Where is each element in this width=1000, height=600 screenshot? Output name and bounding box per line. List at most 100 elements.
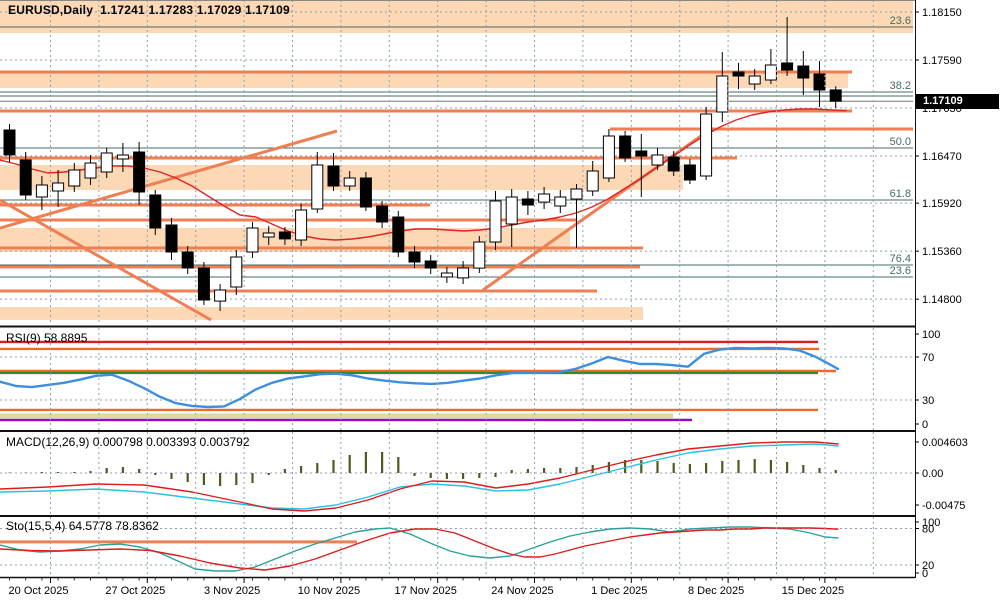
candle: [3, 129, 16, 156]
candle: [473, 241, 486, 269]
svg-text:1.18150: 1.18150: [922, 7, 962, 19]
svg-text:8 Dec 2025: 8 Dec 2025: [688, 585, 744, 597]
candle: [246, 227, 259, 253]
candle: [505, 196, 518, 225]
sr-zone: [0, 165, 683, 190]
candle: [262, 232, 275, 238]
svg-text:3 Nov 2025: 3 Nov 2025: [204, 585, 260, 597]
candle: [149, 194, 162, 229]
candle: [781, 62, 794, 71]
svg-text:10 Nov 2025: 10 Nov 2025: [298, 585, 360, 597]
price-axis-labels: 1.181501.175901.170301.164701.159201.153…: [915, 7, 962, 306]
candle: [359, 177, 372, 208]
candle: [732, 71, 745, 77]
candle: [554, 196, 567, 207]
candle: [457, 267, 470, 279]
candle: [667, 156, 680, 172]
macd-indicator-label: MACD(12,26,9) 0.000798 0.003393 0.003792: [6, 435, 250, 449]
candle: [165, 224, 178, 253]
svg-text:-0.00475: -0.00475: [922, 500, 965, 512]
svg-text:0: 0: [922, 568, 928, 580]
svg-text:27 Oct 2025: 27 Oct 2025: [105, 585, 165, 597]
fib-labels: 23.6: [890, 15, 911, 27]
svg-text:100: 100: [922, 517, 940, 529]
svg-text:17 Nov 2025: 17 Nov 2025: [395, 585, 457, 597]
candle: [797, 65, 810, 79]
candle: [683, 164, 696, 181]
svg-text:0: 0: [922, 419, 928, 431]
candle: [424, 260, 437, 269]
candle: [764, 64, 777, 81]
svg-text:24 Nov 2025: 24 Nov 2025: [491, 585, 553, 597]
candle: [19, 159, 32, 196]
sr-zone: [0, 73, 848, 88]
candle: [586, 170, 599, 192]
candle: [538, 193, 551, 203]
svg-text:76.4: 76.4: [890, 253, 911, 265]
candle: [748, 75, 761, 85]
candle: [116, 154, 129, 160]
macd-panel: [0, 441, 915, 512]
svg-text:70: 70: [922, 352, 934, 364]
candle: [278, 231, 291, 240]
candle: [635, 150, 648, 157]
svg-text:0.00: 0.00: [922, 468, 943, 480]
candle: [327, 165, 340, 187]
svg-text:1.17590: 1.17590: [922, 55, 962, 67]
rsi-panel: [0, 340, 915, 422]
candle: [133, 151, 146, 193]
svg-text:1 Dec 2025: 1 Dec 2025: [591, 585, 647, 597]
trendline: [0, 198, 212, 322]
candle: [813, 73, 826, 91]
svg-text:23.6: 23.6: [890, 265, 911, 277]
svg-text:38.2: 38.2: [890, 80, 911, 92]
candle: [343, 177, 356, 187]
rsi-axis-labels: 100 70 30 0: [915, 329, 940, 431]
candle: [700, 113, 713, 177]
candle: [651, 154, 664, 166]
candle: [408, 251, 421, 263]
svg-text:30: 30: [922, 395, 934, 407]
candle: [570, 188, 583, 200]
fib-labels: 38.2: [890, 80, 911, 92]
time-axis: 20 Oct 2025 27 Oct 2025 3 Nov 2025 10 Nov 2…: [9, 578, 844, 597]
candle: [376, 205, 389, 223]
current-price-tag: 1.17109: [916, 94, 999, 109]
svg-text:50.0: 50.0: [890, 136, 911, 148]
sr-zone: [0, 307, 643, 320]
main-price-panel: [0, 0, 915, 322]
svg-text:1.15920: 1.15920: [922, 198, 962, 210]
candle: [197, 267, 210, 301]
sto-panel: [0, 526, 915, 572]
candle: [181, 251, 194, 269]
rsi-band: [0, 413, 673, 419]
svg-text:20: 20: [922, 560, 934, 572]
fib-labels: 61.8: [890, 188, 911, 200]
candle: [392, 216, 405, 253]
candle: [489, 200, 502, 243]
fib-labels: 23.6: [890, 265, 911, 277]
svg-text:1.14800: 1.14800: [922, 294, 962, 306]
candle: [829, 89, 842, 102]
candle: [602, 135, 615, 179]
candles-layer: [3, 17, 842, 311]
candle: [619, 135, 632, 159]
candle: [35, 184, 48, 198]
candle: [716, 75, 729, 113]
svg-text:1.15360: 1.15360: [922, 246, 962, 258]
fib-labels: 76.4: [890, 253, 911, 265]
candle: [68, 169, 81, 187]
candle: [100, 152, 113, 173]
svg-text:1.16470: 1.16470: [922, 151, 962, 163]
candle: [311, 164, 324, 210]
candle: [214, 289, 227, 302]
symbol-title: EURUSD,Daily 1.17241 1.17283 1.17029 1.1…: [8, 3, 290, 17]
svg-text:0.004603: 0.004603: [922, 437, 968, 449]
svg-text:20 Oct 2025: 20 Oct 2025: [9, 585, 69, 597]
candle: [230, 256, 243, 288]
svg-text:100: 100: [922, 329, 940, 341]
candle: [440, 272, 453, 278]
